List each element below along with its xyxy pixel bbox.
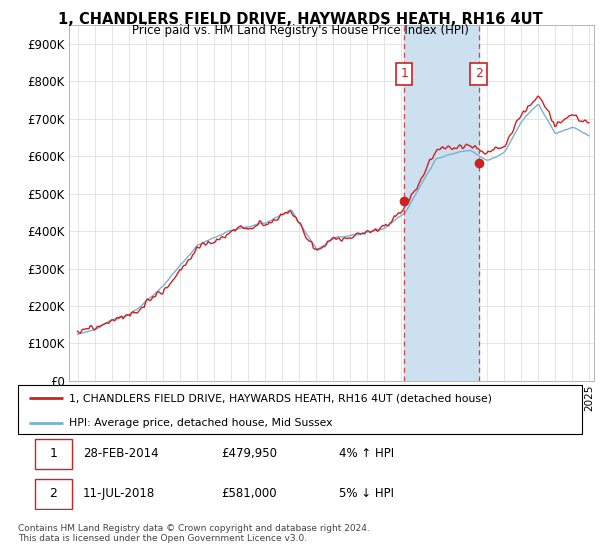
Text: 1, CHANDLERS FIELD DRIVE, HAYWARDS HEATH, RH16 4UT: 1, CHANDLERS FIELD DRIVE, HAYWARDS HEATH… — [58, 12, 542, 27]
Text: HPI: Average price, detached house, Mid Sussex: HPI: Average price, detached house, Mid … — [69, 418, 332, 428]
Text: £581,000: £581,000 — [221, 487, 277, 500]
FancyBboxPatch shape — [18, 385, 582, 434]
Text: 5% ↓ HPI: 5% ↓ HPI — [340, 487, 394, 500]
Text: 1: 1 — [400, 67, 408, 81]
Text: 1: 1 — [49, 447, 57, 460]
Text: 1, CHANDLERS FIELD DRIVE, HAYWARDS HEATH, RH16 4UT (detached house): 1, CHANDLERS FIELD DRIVE, HAYWARDS HEATH… — [69, 393, 492, 403]
Bar — [404, 25, 479, 381]
FancyBboxPatch shape — [35, 438, 71, 469]
Text: Price paid vs. HM Land Registry's House Price Index (HPI): Price paid vs. HM Land Registry's House … — [131, 24, 469, 36]
Text: 2: 2 — [475, 67, 482, 81]
Text: Contains HM Land Registry data © Crown copyright and database right 2024.
This d: Contains HM Land Registry data © Crown c… — [18, 524, 370, 543]
Text: 28-FEB-2014: 28-FEB-2014 — [83, 447, 158, 460]
Text: 2: 2 — [49, 487, 57, 500]
Text: 11-JUL-2018: 11-JUL-2018 — [83, 487, 155, 500]
Text: 4% ↑ HPI: 4% ↑ HPI — [340, 447, 395, 460]
Text: £479,950: £479,950 — [221, 447, 277, 460]
FancyBboxPatch shape — [35, 479, 71, 509]
